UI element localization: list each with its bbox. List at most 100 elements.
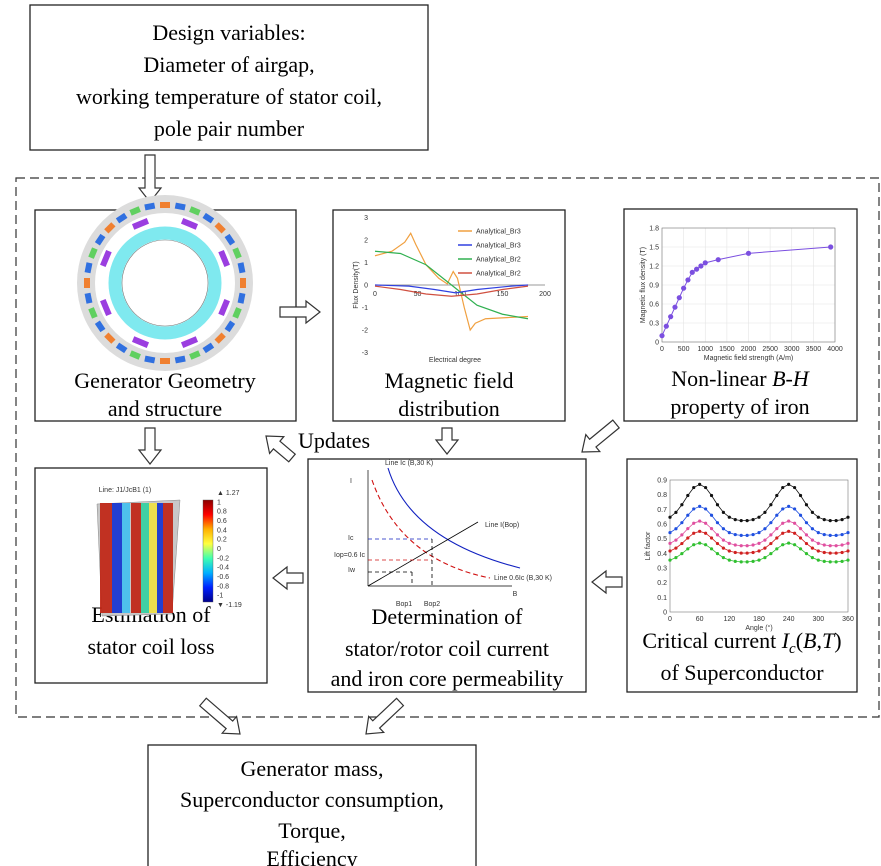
x-tick-label: 180 — [753, 616, 765, 623]
arrow — [265, 435, 297, 463]
sketch-dot — [840, 543, 844, 547]
sketch-line — [387, 467, 521, 569]
sketch-dot — [668, 541, 672, 545]
sketch-dot — [822, 532, 826, 537]
sketch-dot — [692, 543, 696, 547]
coil — [202, 342, 215, 354]
sketch-dot — [692, 521, 696, 525]
y-tick-label: 0 — [655, 340, 659, 347]
output-box — [147, 744, 477, 866]
x-tick-label: 0 — [668, 616, 672, 623]
sketch-dot — [727, 549, 731, 553]
sketch-dot — [781, 531, 785, 535]
sketch-dot — [763, 556, 767, 560]
sketch-dot — [733, 518, 737, 522]
y-tick-label: 0.3 — [649, 321, 659, 328]
sketch-dot — [680, 552, 684, 556]
colorbar-label: -0.4 — [217, 565, 229, 572]
sketch-dot — [834, 544, 838, 548]
colorbar-label: 0.4 — [217, 527, 227, 534]
sketch-dot — [727, 541, 731, 545]
bh-point — [663, 323, 669, 329]
rotor-coil — [180, 336, 199, 348]
bh-title-text: Non-linear — [671, 366, 772, 391]
legend-label: Analytical_Br3 — [476, 229, 521, 236]
sketch-dot — [668, 549, 672, 553]
sketch-dot — [816, 515, 820, 519]
text-part: , — [816, 628, 822, 653]
colorbar-label: -0.8 — [217, 583, 229, 590]
sketch-dot — [763, 510, 767, 514]
sketch-dot — [745, 533, 749, 537]
sketch-dot — [810, 546, 815, 550]
bh-point — [668, 314, 674, 320]
coil — [104, 222, 116, 234]
sketch-line — [374, 285, 529, 297]
x-title: Angle (°) — [745, 624, 772, 632]
field-stripe — [122, 503, 130, 613]
box-text: Superconductor consumption, — [180, 787, 444, 812]
sketch-dot — [668, 531, 672, 535]
arrow — [198, 697, 241, 735]
y-tick-label: 0.4 — [657, 551, 667, 558]
bh-point — [689, 269, 695, 275]
sketch-dot — [775, 493, 779, 498]
arrow — [279, 299, 321, 325]
sketch-dot — [822, 550, 826, 555]
bh-point — [745, 250, 752, 256]
sketch-dot — [698, 504, 702, 508]
sketch-dot — [828, 544, 832, 548]
sketch-dot — [674, 556, 678, 560]
bh-point — [702, 260, 708, 266]
x-tick-label: 120 — [723, 616, 735, 623]
bh-title-italic: B-H — [772, 366, 810, 391]
sketch-dot — [698, 541, 702, 545]
x-tick-label: 50 — [414, 291, 422, 298]
y-tick-label: 0 — [364, 283, 368, 290]
field-stripe — [100, 503, 112, 613]
box-text: Diameter of airgap, — [143, 52, 314, 77]
sketch-dot — [793, 543, 797, 547]
sketch-dot — [798, 527, 803, 531]
arrow — [272, 565, 304, 591]
sketch-dot — [816, 541, 820, 545]
bh-point — [659, 333, 665, 339]
sketch-dot — [698, 482, 702, 486]
sketch-dot — [721, 538, 726, 542]
plot-title: Line: J1/JcB1 (1) — [99, 487, 152, 494]
field-stripe — [141, 503, 149, 613]
x-tick-label: 1500 — [719, 346, 735, 353]
coil — [237, 292, 246, 304]
sketch-dot — [680, 541, 684, 546]
x-title: Magnetic field strength (A/m) — [704, 355, 793, 362]
design-box — [29, 4, 429, 151]
sketch-dot — [745, 551, 749, 555]
sketch-dot — [745, 544, 749, 548]
sketch-dot — [715, 552, 720, 556]
coil — [84, 262, 93, 274]
bh-point — [681, 285, 687, 291]
sketch-dot — [828, 551, 832, 555]
y-tick-label: 0.6 — [649, 302, 659, 309]
bh-box — [623, 208, 858, 422]
x-tick-label: 0 — [373, 291, 377, 298]
colorbar-label: 0.2 — [217, 537, 227, 544]
sketch-dot — [804, 521, 809, 525]
arrow — [581, 419, 621, 453]
x-tick-label: 360 — [842, 616, 854, 623]
sketch-dot — [816, 531, 820, 535]
text-part: I — [781, 628, 791, 653]
sketch-dot — [793, 531, 797, 535]
y-tick-label: 3 — [364, 215, 368, 222]
arrow — [137, 427, 163, 465]
coil — [174, 202, 186, 211]
box-text: Generator mass, — [241, 756, 384, 781]
bh-subtitle: property of iron — [670, 394, 809, 419]
updates-label: Updates — [298, 428, 370, 453]
coil — [104, 332, 116, 344]
y-tick-label: 0.6 — [657, 522, 667, 529]
sketch-dot — [733, 559, 737, 563]
rotor-coil — [131, 336, 150, 348]
